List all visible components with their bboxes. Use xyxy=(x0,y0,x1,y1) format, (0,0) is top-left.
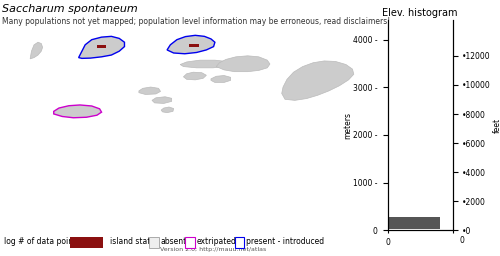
Y-axis label: feet: feet xyxy=(492,118,500,133)
Text: present - introduced: present - introduced xyxy=(246,237,324,247)
Polygon shape xyxy=(184,72,206,80)
Polygon shape xyxy=(78,36,124,58)
Polygon shape xyxy=(167,35,215,54)
Bar xyxy=(235,237,244,248)
Bar xyxy=(97,45,106,48)
Polygon shape xyxy=(282,61,354,100)
Bar xyxy=(188,44,199,47)
Text: 0: 0 xyxy=(460,236,464,245)
Polygon shape xyxy=(161,107,173,113)
Polygon shape xyxy=(30,42,42,59)
Title: Elev. histogram: Elev. histogram xyxy=(382,8,458,18)
Polygon shape xyxy=(211,76,231,82)
Polygon shape xyxy=(180,60,230,68)
Text: extripated?: extripated? xyxy=(196,237,240,247)
Text: Saccharum spontaneum: Saccharum spontaneum xyxy=(2,4,138,14)
Text: log # of data points: log # of data points xyxy=(4,237,80,247)
Polygon shape xyxy=(139,87,160,94)
Bar xyxy=(186,237,195,248)
Polygon shape xyxy=(54,105,102,118)
Text: absent: absent xyxy=(160,237,186,247)
Text: island status: island status xyxy=(110,237,160,247)
Bar xyxy=(150,237,159,248)
Polygon shape xyxy=(216,56,270,72)
Text: Version 2.0; http://mauu.net/atlas: Version 2.0; http://mauu.net/atlas xyxy=(160,247,266,252)
Bar xyxy=(70,237,102,248)
Bar xyxy=(388,217,440,229)
Y-axis label: meters: meters xyxy=(343,112,352,139)
Polygon shape xyxy=(152,97,172,103)
Text: Many populations not yet mapped; population level information may be erroneous, : Many populations not yet mapped; populat… xyxy=(2,17,390,26)
